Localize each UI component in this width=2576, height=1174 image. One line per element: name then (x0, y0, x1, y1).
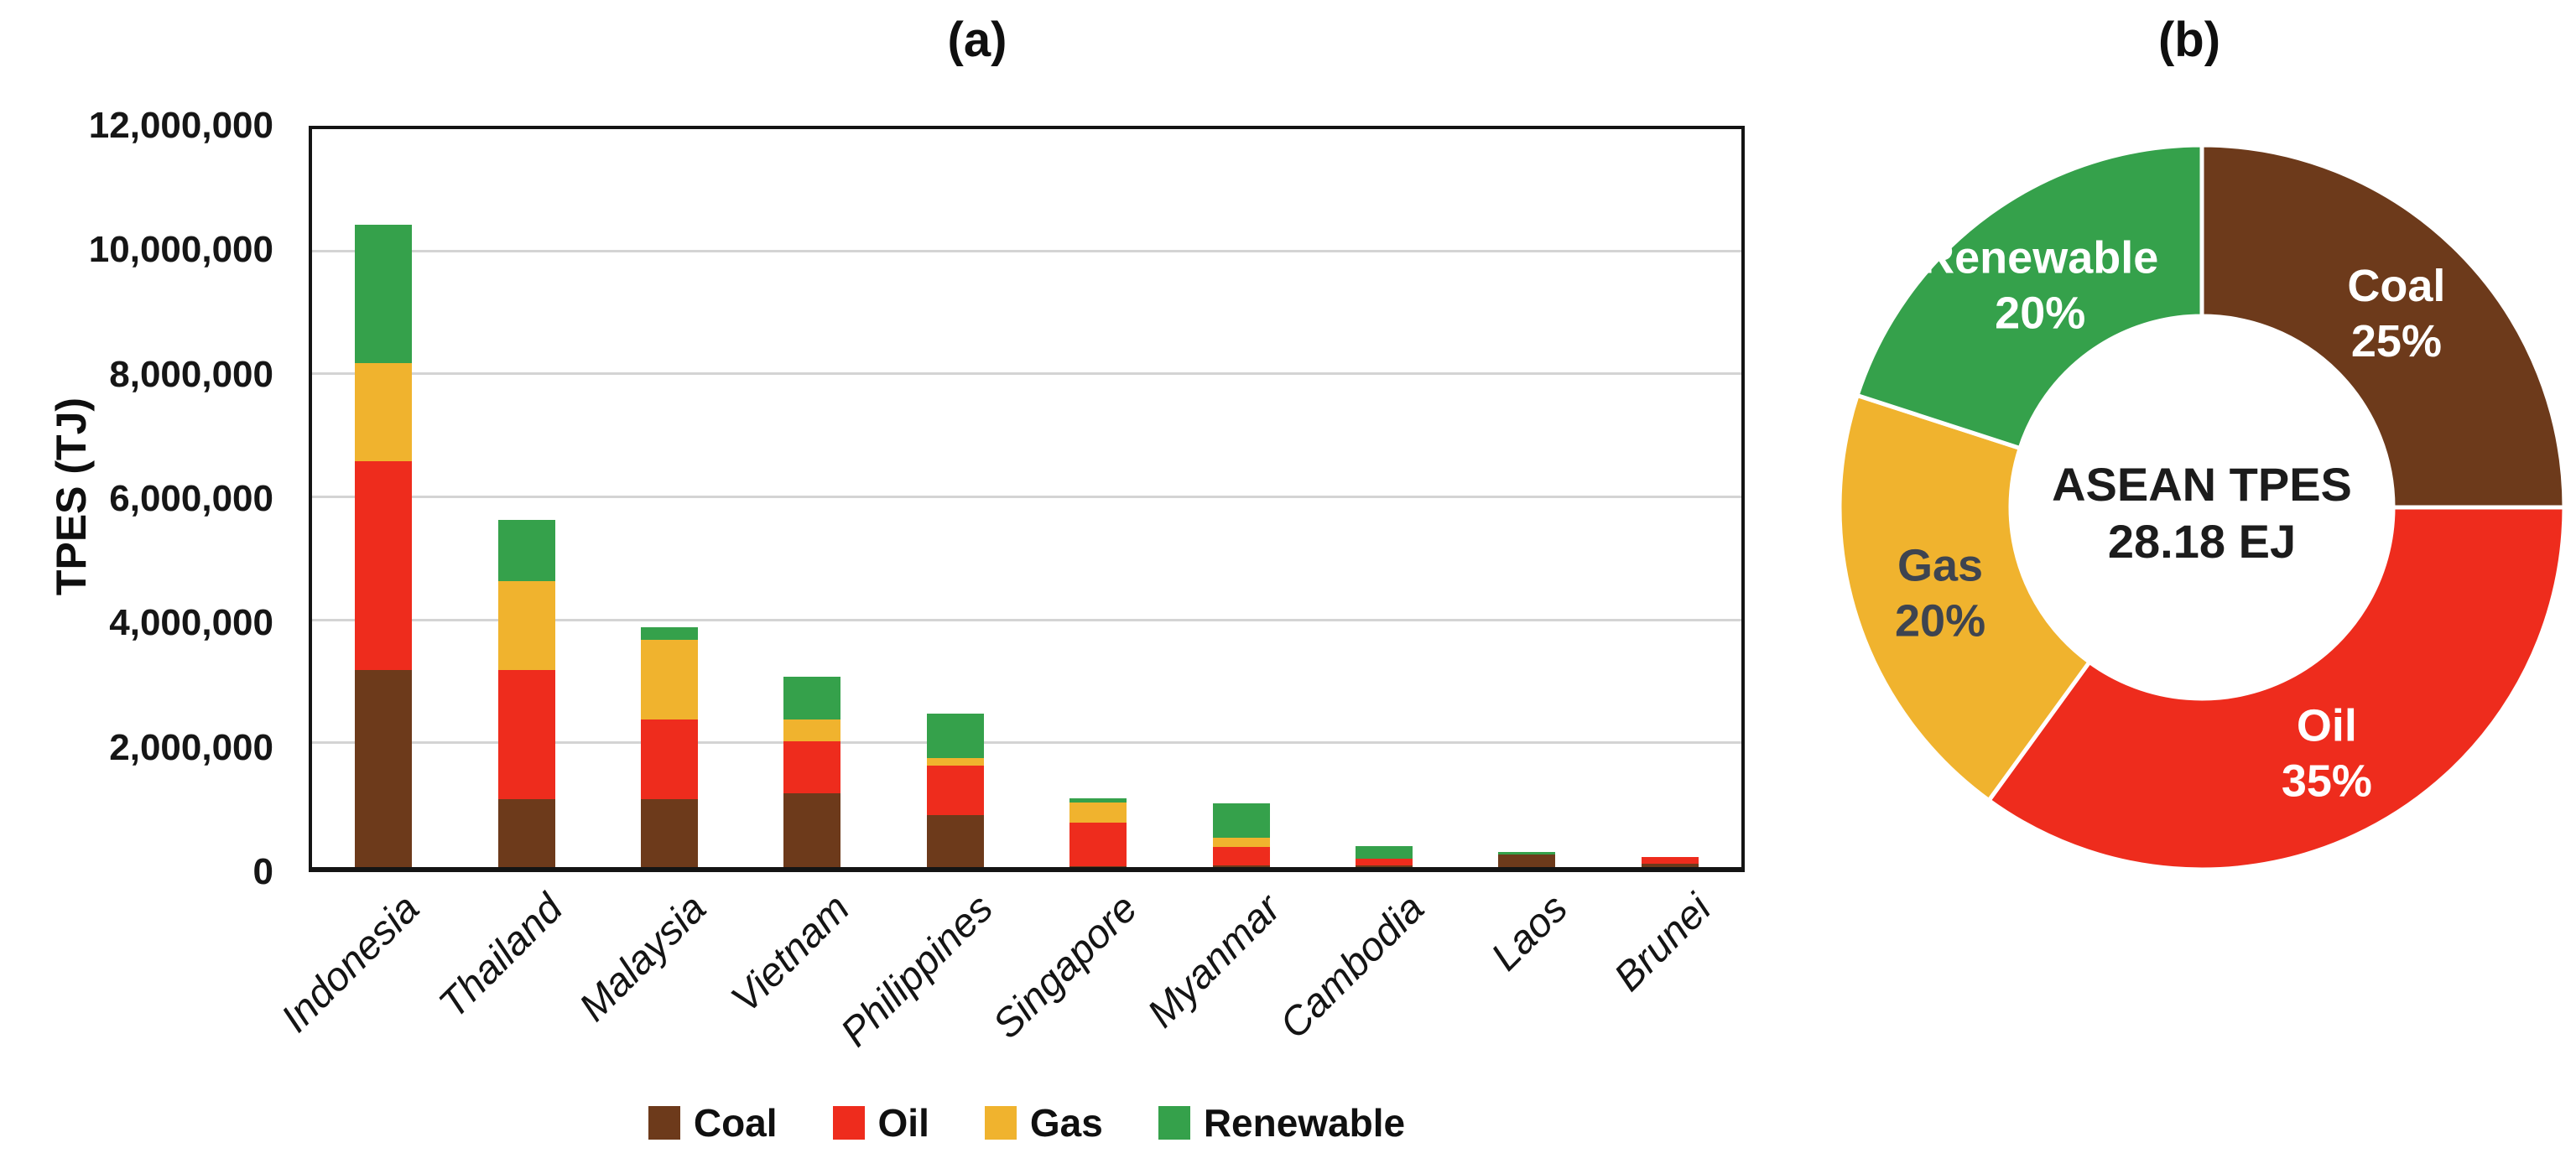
bar-segment-coal-thailand (497, 799, 555, 867)
x-label-indonesia: Indonesia (273, 886, 428, 1042)
bar-segment-renewable-cambodia (1356, 846, 1413, 859)
bar-segment-renewable-indonesia (355, 224, 413, 363)
donut-slice-coal (2199, 143, 2567, 510)
x-label-philippines: Philippines (832, 886, 1002, 1056)
bars-container (312, 129, 1741, 867)
bar-segment-renewable-myanmar (1212, 803, 1270, 838)
legend-item-renewable: Renewable (1158, 1100, 1405, 1145)
panel-b-title: (b) (2157, 13, 2221, 67)
gridline (312, 249, 1741, 252)
panel-a-title: (a) (947, 13, 1007, 67)
y-tick-1: 2,000,000 (109, 726, 273, 768)
bar-myanmar (1169, 129, 1312, 867)
legend-swatch-gas (984, 1106, 1017, 1140)
donut-slice-gas (1837, 393, 2092, 803)
bar-segment-renewable-singapore (1069, 797, 1127, 803)
bar-segment-oil-brunei (1641, 856, 1699, 865)
bar-segment-renewable-laos (1498, 851, 1556, 855)
bar-segment-oil-indonesia (355, 461, 413, 671)
x-label-thailand: Thailand (430, 886, 571, 1027)
x-label-brunei: Brunei (1605, 886, 1720, 1000)
gridline (312, 372, 1741, 376)
bar-segment-coal-laos (1498, 855, 1556, 867)
legend-swatch-oil (832, 1106, 865, 1140)
bar-segment-coal-indonesia (355, 670, 413, 867)
donut-chart: Coal 25% Oil 35% Gas 20% Renewable 20% ASEAN TPE… (1837, 143, 2567, 872)
bar-laos (1455, 129, 1598, 867)
bar-segment-oil-vietnam (783, 740, 841, 793)
bar-segment-oil-myanmar (1212, 846, 1270, 865)
bar-segment-gas-indonesia (355, 362, 413, 462)
x-label-vietnam: Vietnam (722, 886, 859, 1022)
bar-thailand (455, 129, 597, 867)
bar-vietnam (741, 129, 883, 867)
bar-segment-renewable-philippines (926, 713, 984, 759)
bar-segment-oil-singapore (1069, 823, 1127, 866)
x-axis-labels: Indonesia Thailand Malaysia Vietnam Philippi… (273, 886, 1745, 1078)
bar-segment-oil-cambodia (1356, 858, 1413, 865)
legend-swatch-coal (648, 1106, 680, 1140)
gridline (312, 496, 1741, 498)
bar-segment-coal-myanmar (1212, 865, 1270, 867)
bar-segment-renewable-vietnam (783, 676, 841, 720)
bar-indonesia (312, 129, 455, 867)
bar-segment-gas-philippines (926, 758, 984, 766)
bar-segment-coal-singapore (1069, 865, 1127, 867)
x-label-cambodia: Cambodia (1271, 886, 1434, 1047)
donut-slice-label-gas: Gas 20% (1895, 540, 1985, 646)
donut-center-line2: 28.18 EJ (2108, 515, 2296, 568)
y-tick-5: 10,000,000 (88, 229, 273, 271)
legend-label-oil: Oil (877, 1101, 929, 1145)
y-tick-0: 0 (252, 851, 273, 892)
legend-item-oil: Oil (832, 1100, 929, 1145)
legend-label-coal: Coal (693, 1101, 778, 1145)
bar-philippines (884, 129, 1027, 867)
y-tick-3: 6,000,000 (109, 478, 273, 519)
y-tick-2: 4,000,000 (109, 602, 273, 644)
y-axis-tick-labels: 0 2,000,000 4,000,000 6,000,000 8,000,000 10,… (25, 105, 285, 892)
bar-segment-renewable-thailand (497, 519, 555, 582)
bar-segment-oil-philippines (926, 766, 984, 815)
bar-segment-renewable-malaysia (641, 627, 699, 640)
donut-slice-label-oil: Oil 35% (2282, 700, 2372, 806)
bar-segment-oil-malaysia (641, 719, 699, 800)
x-label-laos: Laos (1483, 886, 1577, 979)
bar-cambodia (1313, 129, 1455, 867)
gridline (312, 741, 1741, 745)
x-label-malaysia: Malaysia (570, 886, 716, 1031)
bar-segment-gas-malaysia (641, 639, 699, 720)
legend-swatch-renewable (1158, 1106, 1190, 1140)
bar-brunei (1599, 129, 1741, 867)
y-tick-6: 12,000,000 (88, 105, 273, 146)
bar-segment-oil-thailand (497, 670, 555, 800)
bar-singapore (1027, 129, 1169, 867)
bar-segment-gas-singapore (1069, 803, 1127, 823)
bar-segment-coal-cambodia (1356, 865, 1413, 867)
gridline (312, 618, 1741, 621)
donut-slice-label-renewable: Renewable 20% (1922, 233, 2158, 339)
legend-item-gas: Gas (984, 1100, 1103, 1145)
bar-segment-coal-brunei (1641, 864, 1699, 867)
donut-slice-label-coal: Coal 25% (2347, 261, 2445, 366)
x-label-singapore: Singapore (984, 886, 1146, 1047)
bar-plot-area (309, 126, 1745, 872)
legend-item-coal: Coal (648, 1100, 778, 1145)
x-label-myanmar: Myanmar (1139, 886, 1289, 1036)
y-tick-4: 8,000,000 (109, 353, 273, 395)
donut-slice-oil (1986, 505, 2567, 872)
bar-segment-gas-myanmar (1212, 837, 1270, 847)
bar-segment-gas-thailand (497, 581, 555, 671)
legend-label-renewable: Renewable (1203, 1101, 1406, 1145)
bar-segment-coal-philippines (926, 814, 984, 867)
bar-segment-coal-malaysia (641, 799, 699, 867)
bar-malaysia (598, 129, 741, 867)
donut-center-line1: ASEAN TPES (2052, 458, 2352, 511)
legend: Coal Oil Gas Renewable (309, 1100, 1745, 1145)
donut-slice-renewable (1855, 143, 2204, 451)
legend-label-gas: Gas (1029, 1101, 1103, 1145)
bar-segment-coal-vietnam (783, 793, 841, 867)
bar-segment-gas-vietnam (783, 719, 841, 741)
